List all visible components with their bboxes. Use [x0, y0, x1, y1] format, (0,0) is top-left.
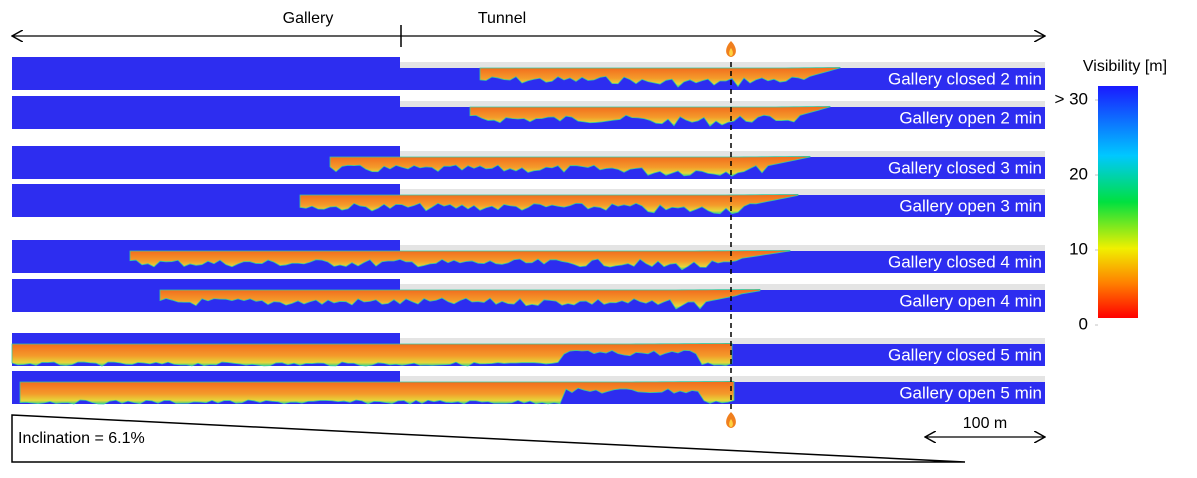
tunnel-ceiling: [400, 284, 1045, 290]
tunnel-ceiling: [400, 101, 1045, 107]
gallery: [12, 371, 400, 383]
gallery: [12, 57, 400, 69]
gallery: [12, 279, 400, 291]
gallery: [12, 146, 400, 158]
tunnel-ceiling: [400, 62, 1045, 68]
panel-label: Gallery closed 5 min: [888, 345, 1042, 364]
colorbar-tick-label: 20: [1069, 164, 1088, 183]
panel-label: Gallery closed 4 min: [888, 252, 1042, 271]
panel-label: Gallery closed 3 min: [888, 158, 1042, 177]
panel-label: Gallery open 3 min: [899, 196, 1042, 215]
tunnel-ceiling: [400, 189, 1045, 195]
panel-label: Gallery closed 2 min: [888, 69, 1042, 88]
colorbar-tick-label: 10: [1069, 239, 1088, 258]
panel-label: Gallery open 2 min: [899, 108, 1042, 127]
fire-icon: [726, 41, 736, 57]
colorbar-title: Visibility [m]: [1083, 58, 1167, 75]
figure: Gallery Tunnel Gallery closed 2 minGalle…: [0, 0, 1197, 473]
colorbar-tick-label: 0: [1079, 314, 1088, 333]
panels: Gallery closed 2 min Gallery open 2 min Ga…: [12, 57, 1045, 404]
panel-label: Gallery open 4 min: [899, 291, 1042, 310]
gallery: [12, 184, 400, 196]
tunnel-ceiling: [400, 245, 1045, 251]
colorbar-tick-label: > 30: [1054, 89, 1088, 108]
gallery: [12, 333, 400, 345]
page: {"header": {"gallery": "Gallery", "tunne…: [0, 0, 1197, 478]
gallery: [12, 96, 400, 108]
gallery-header: Gallery: [283, 10, 334, 27]
colorbar-ticks: > 30 20 10 0: [1054, 89, 1098, 333]
inclination-label: Inclination = 6.1%: [18, 430, 145, 447]
fire-icon: [726, 412, 736, 428]
tunnel-header: Tunnel: [478, 10, 526, 27]
tunnel-ceiling: [400, 151, 1045, 157]
gallery: [12, 240, 400, 252]
colorbar: [1098, 86, 1138, 318]
panel-label: Gallery open 5 min: [899, 383, 1042, 402]
inclination-wedge: [12, 415, 965, 462]
scale-label: 100 m: [963, 415, 1007, 432]
